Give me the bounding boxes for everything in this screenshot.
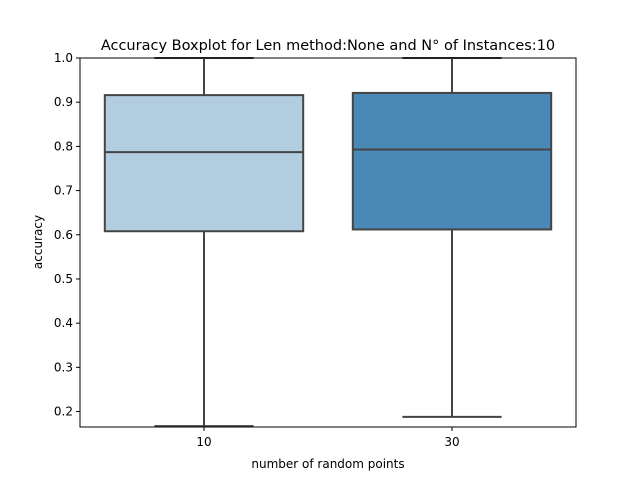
boxes-layer [103,57,553,428]
chart-title: Accuracy Boxplot for Len method:None and… [101,38,555,54]
x-tick-label: 10 [196,435,211,449]
iqr-box [103,94,305,233]
y-tick-label: 0.6 [54,228,73,242]
plot-frame [79,57,577,428]
y-tick-label: 0.9 [54,95,73,109]
y-tick-label: 0.2 [54,405,73,419]
y-axis: 0.2 0.3 0.4 0.5 0.6 0.7 0.8 0.9 1.0 [54,51,80,419]
y-tick-label: 1.0 [54,51,73,65]
x-axis: 10 30 [196,427,460,449]
y-tick-label: 0.3 [54,360,73,374]
y-tick-label: 0.4 [54,316,73,330]
y-tick-label: 0.8 [54,139,73,153]
y-axis-label: accuracy [31,215,45,269]
y-tick-label: 0.7 [54,184,73,198]
y-tick-label: 0.5 [54,272,73,286]
iqr-box [351,91,553,231]
x-tick-label: 30 [444,435,459,449]
x-axis-label: number of random points [251,457,404,471]
